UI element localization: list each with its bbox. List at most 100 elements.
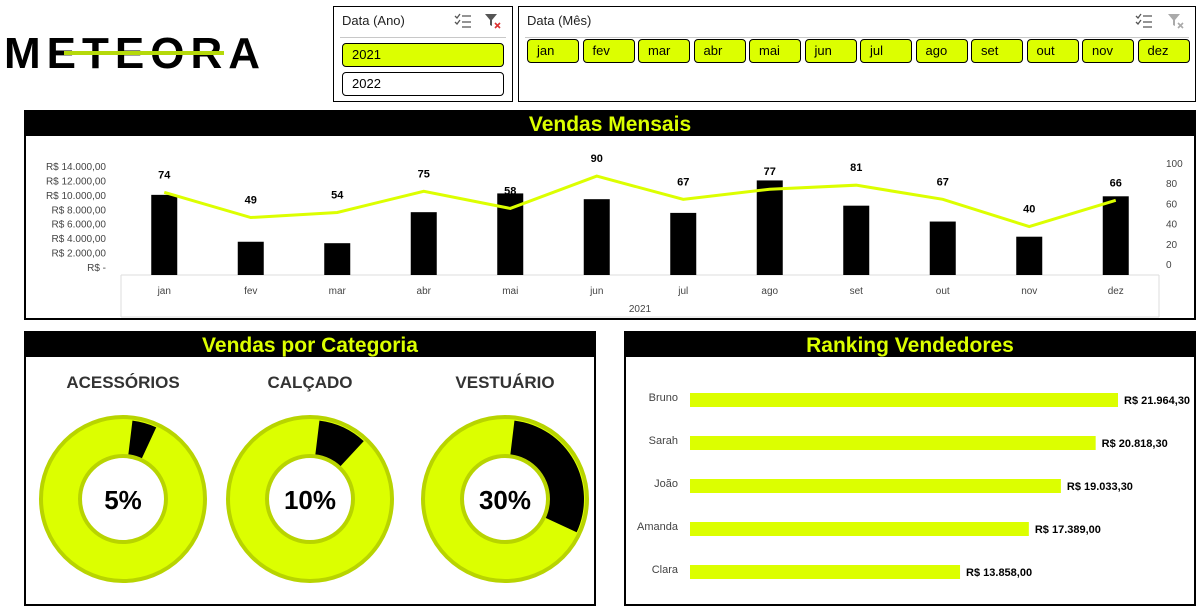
rank-name-João: João xyxy=(654,478,678,490)
donut-label: 5% xyxy=(104,485,142,515)
donut-label: 10% xyxy=(284,485,336,515)
x-group-label: 2021 xyxy=(629,304,652,315)
line-label-set: 81 xyxy=(850,162,862,174)
donut-slice xyxy=(315,420,364,468)
x-tick-set: set xyxy=(850,286,864,297)
donut-slice xyxy=(510,420,584,533)
bar-abr xyxy=(410,212,437,275)
monthly-sales-panel: Vendas Mensais R$ 14.000,00 R$ 12.000,00 R… xyxy=(24,110,1196,320)
line-label-abr: 75 xyxy=(418,168,430,180)
slicer-month-item-abr[interactable]: abr xyxy=(693,39,746,63)
line-label-nov: 40 xyxy=(1023,204,1035,216)
rank-bar-Sarah xyxy=(690,436,1096,450)
slicer-year-item[interactable]: 2022 xyxy=(342,72,504,96)
bar-jun xyxy=(583,199,610,275)
x-tick-abr: abr xyxy=(417,286,432,297)
slicer-month-item-jan[interactable]: jan xyxy=(527,39,579,63)
category-donut-1: 10% xyxy=(226,415,394,583)
slicer-month-item-fev[interactable]: fev xyxy=(582,39,635,63)
donut-hole xyxy=(460,454,550,544)
y-right-tick: 0 xyxy=(1166,260,1172,271)
monthly-sales-title: Vendas Mensais xyxy=(26,112,1194,136)
monthly-sales-chart: R$ 14.000,00 R$ 12.000,00 R$ 10.000,00 R$ 8… xyxy=(46,153,1183,318)
slicer-divider xyxy=(525,37,1189,38)
category-0-title: ACESSÓRIOS xyxy=(66,373,180,392)
slicer-year: Data (Ano) 2021 2022 xyxy=(333,6,513,102)
y-right-tick: 20 xyxy=(1166,240,1178,251)
y-left-tick: R$ 10.000,00 xyxy=(46,191,106,202)
line-label-jul: 67 xyxy=(677,176,689,188)
rank-value-Bruno: R$ 21.964,30 xyxy=(1124,395,1190,407)
slicer-month-item-set[interactable]: set xyxy=(971,39,1023,63)
clear-filter-icon[interactable] xyxy=(1167,13,1185,29)
line-label-jun: 90 xyxy=(591,153,603,165)
ranking-chart: Bruno R$ 21.964,30 Sarah R$ 20.818,30 João R$… xyxy=(637,392,1190,579)
y-left-tick: R$ 4.000,00 xyxy=(52,234,107,245)
slicer-month-item-jul[interactable]: jul xyxy=(860,39,912,63)
x-tick-mar: mar xyxy=(329,286,347,297)
line-label-out: 67 xyxy=(937,176,949,188)
donut-label: 30% xyxy=(479,485,531,515)
bar-mar xyxy=(324,243,351,275)
ranking-title: Ranking Vendedores xyxy=(626,333,1194,357)
y-left-tick: R$ 14.000,00 xyxy=(46,162,106,173)
rank-bar-João xyxy=(690,479,1061,493)
donut-hole xyxy=(265,454,355,544)
rank-value-João: R$ 19.033,30 xyxy=(1067,481,1133,493)
y-right-tick: 60 xyxy=(1166,199,1178,210)
y-left-tick: R$ 2.000,00 xyxy=(52,249,107,260)
category-panel: Vendas por Categoria ACESSÓRIOS 5% CALÇADO… xyxy=(24,331,596,606)
y-right-tick: 100 xyxy=(1166,159,1183,170)
multi-select-icon[interactable] xyxy=(454,13,472,29)
rank-name-Sarah: Sarah xyxy=(649,435,678,447)
y-left-tick: R$ - xyxy=(87,263,106,274)
donut-slice xyxy=(128,420,157,460)
x-tick-out: out xyxy=(936,286,950,297)
slicer-month-item-nov[interactable]: nov xyxy=(1082,39,1134,63)
slicer-month-item-ago[interactable]: ago xyxy=(915,39,968,63)
x-tick-jul: jul xyxy=(677,286,688,297)
bar-jul xyxy=(670,212,697,275)
logo-swoosh xyxy=(64,51,224,55)
bar-set xyxy=(843,205,870,275)
rank-bar-Clara xyxy=(690,565,961,579)
x-tick-jan: jan xyxy=(157,286,171,297)
line-label-dez: 66 xyxy=(1110,177,1122,189)
rank-value-Clara: R$ 13.858,00 xyxy=(966,567,1032,579)
bar-nov xyxy=(1016,236,1043,275)
bar-fev xyxy=(237,241,264,275)
slicer-month-item-dez[interactable]: dez xyxy=(1137,39,1190,63)
slicer-month: Data (Mês) jan fev mar abr mai jun jul ago set ou… xyxy=(518,6,1196,102)
category-donut-2: 30% xyxy=(421,415,589,583)
x-tick-fev: fev xyxy=(244,286,257,297)
y-right-tick: 80 xyxy=(1166,179,1178,190)
y-left-tick: R$ 12.000,00 xyxy=(46,176,106,187)
ranking-panel: Ranking Vendedores Bruno R$ 21.964,30 Sara… xyxy=(624,331,1196,606)
rank-value-Sarah: R$ 20.818,30 xyxy=(1102,438,1168,450)
clear-filter-icon[interactable] xyxy=(484,13,502,29)
slicer-year-item[interactable]: 2021 xyxy=(342,43,504,67)
donut-hole xyxy=(78,454,168,544)
x-tick-jun: jun xyxy=(589,286,603,297)
bar-dez xyxy=(1102,196,1129,275)
line-series xyxy=(163,174,1117,229)
slicer-month-title: Data (Mês) xyxy=(527,13,592,28)
category-2-title: VESTUÁRIO xyxy=(455,373,555,392)
slicer-month-item-jun[interactable]: jun xyxy=(804,39,857,63)
x-tick-mai: mai xyxy=(502,286,518,297)
line-label-mar: 54 xyxy=(331,189,344,201)
bar-out xyxy=(929,221,956,275)
multi-select-icon[interactable] xyxy=(1135,13,1153,29)
category-title: Vendas por Categoria xyxy=(26,333,594,357)
rank-bar-Bruno xyxy=(690,393,1118,407)
slicer-month-item-out[interactable]: out xyxy=(1026,39,1079,63)
category-donut-0: 5% xyxy=(39,415,207,583)
slicer-month-item-mar[interactable]: mar xyxy=(638,39,690,63)
slicer-divider xyxy=(340,37,506,38)
y-left-tick: R$ 8.000,00 xyxy=(52,205,107,216)
slicer-month-item-mai[interactable]: mai xyxy=(749,39,801,63)
rank-value-Amanda: R$ 17.389,00 xyxy=(1035,524,1101,536)
bar-jan xyxy=(151,194,178,275)
rank-bar-Amanda xyxy=(690,522,1029,536)
x-tick-nov: nov xyxy=(1021,286,1037,297)
